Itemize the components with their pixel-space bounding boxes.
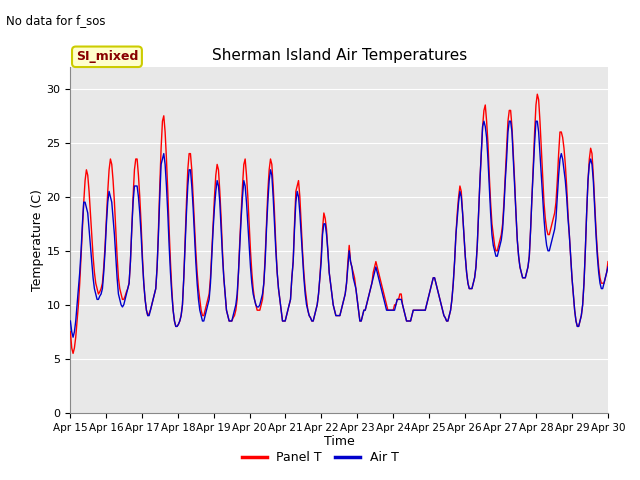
- Title: Sherman Island Air Temperatures: Sherman Island Air Temperatures: [212, 48, 467, 63]
- Text: SI_mixed: SI_mixed: [76, 50, 138, 63]
- Legend: Panel T, Air T: Panel T, Air T: [237, 446, 403, 469]
- Text: No data for f_sos: No data for f_sos: [6, 14, 106, 27]
- X-axis label: Time: Time: [324, 435, 355, 448]
- Y-axis label: Temperature (C): Temperature (C): [31, 189, 44, 291]
